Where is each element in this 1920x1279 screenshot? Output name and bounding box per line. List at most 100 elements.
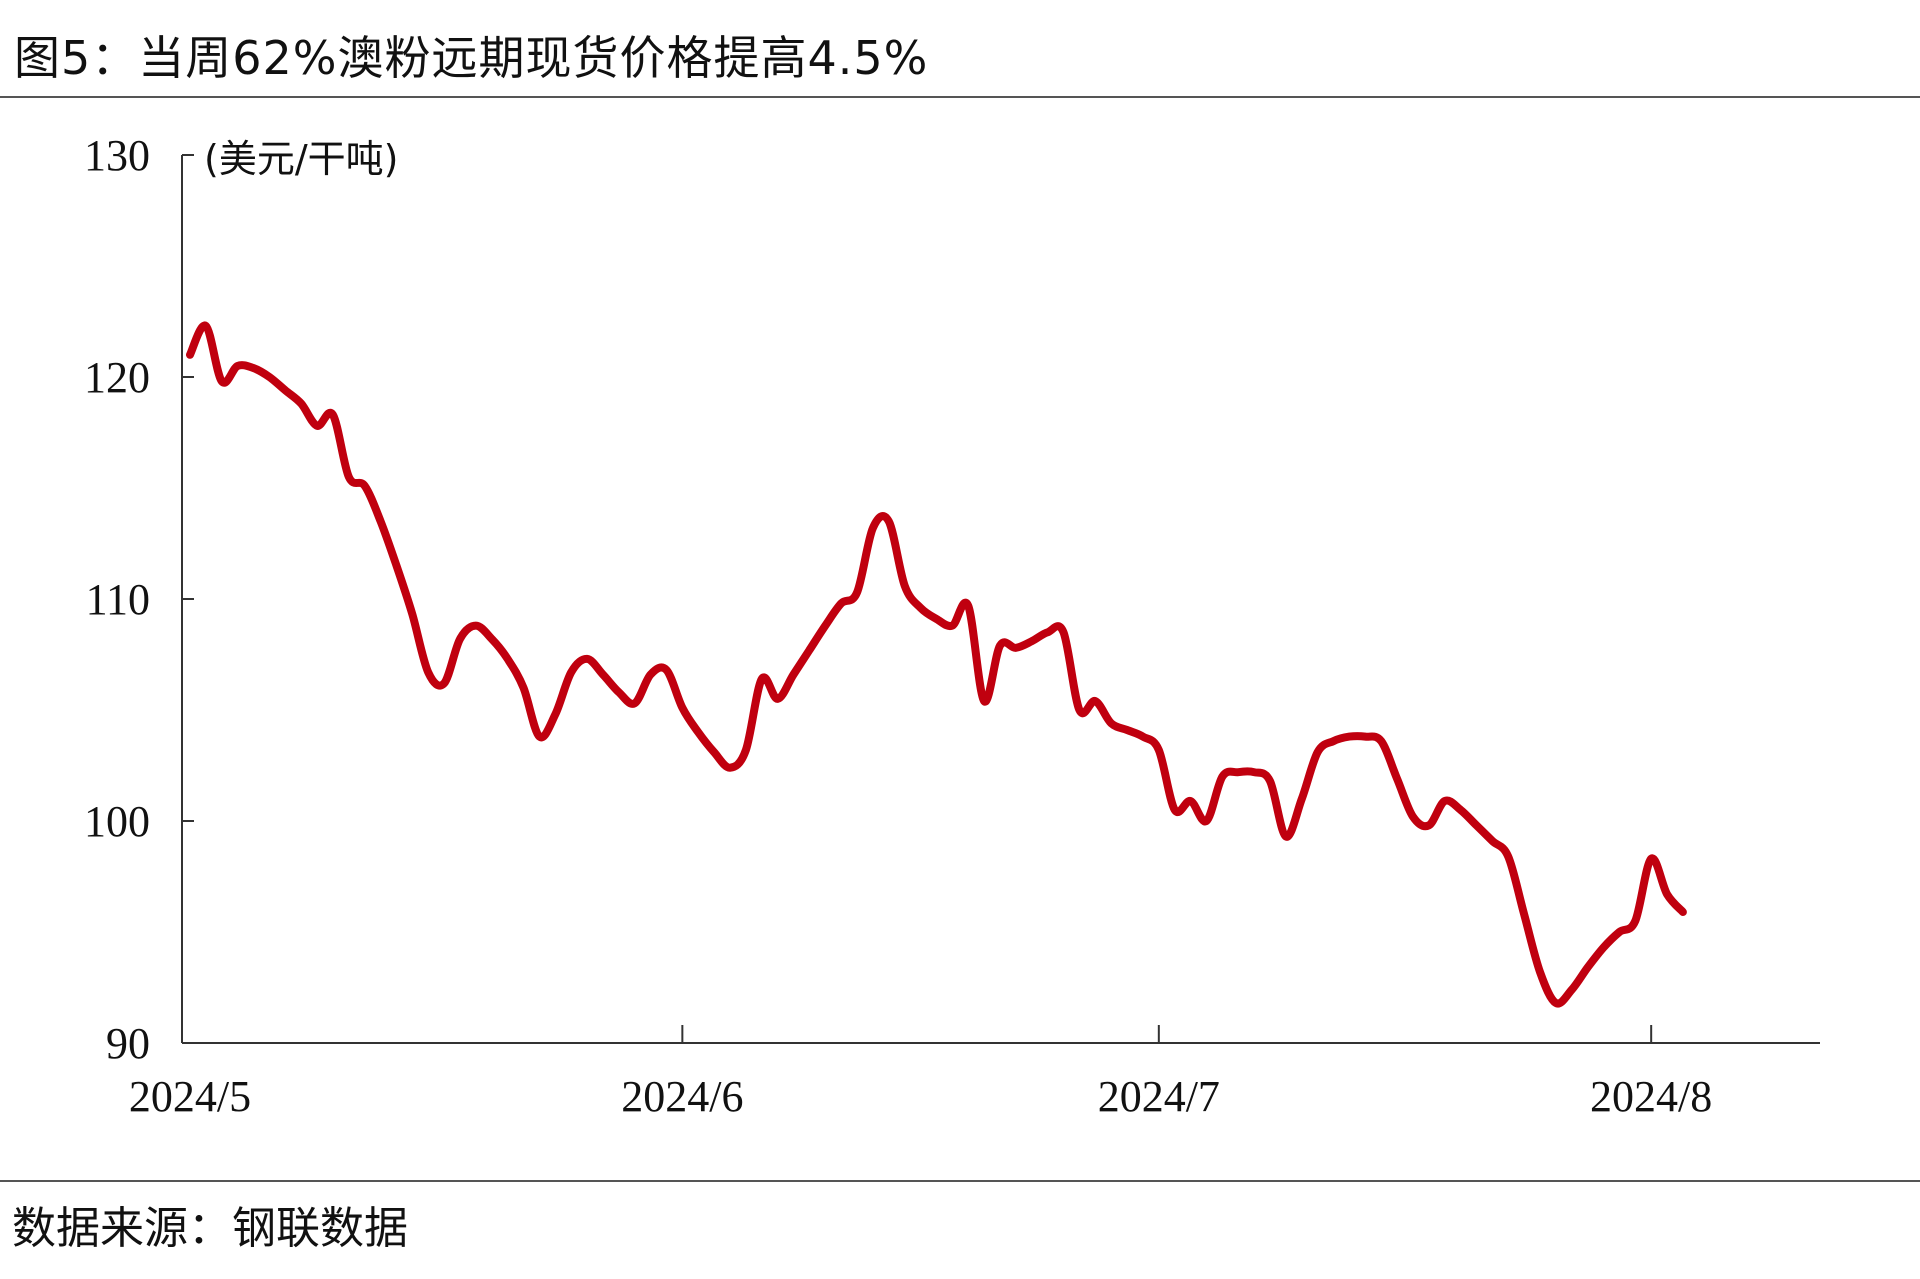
x-tick-label: 2024/8 [1590, 1072, 1712, 1121]
data-point [472, 622, 480, 630]
data-point [1393, 775, 1401, 783]
x-axis-ticks: 2024/5 2024/6 2024/7 2024/8 [129, 1025, 1712, 1121]
data-point [551, 710, 559, 718]
data-point [265, 373, 273, 381]
y-tick-label: 130 [84, 131, 150, 180]
data-point [456, 635, 464, 643]
data-point [345, 473, 353, 481]
data-point [599, 671, 607, 678]
data-point [1600, 944, 1607, 951]
data-point [393, 562, 400, 570]
data-point [1330, 737, 1337, 745]
data-point [1536, 968, 1544, 976]
y-tick-label: 100 [84, 797, 150, 846]
data-point [1298, 795, 1306, 803]
data-point [1123, 726, 1131, 734]
data-point [1504, 853, 1512, 860]
data-point [933, 615, 940, 623]
x-tick-label: 2024/6 [621, 1072, 743, 1121]
data-point [964, 602, 972, 610]
data-point [1473, 821, 1480, 829]
data-point [1345, 733, 1353, 741]
data-point [202, 322, 210, 330]
data-point [234, 362, 242, 370]
data-point [948, 622, 956, 630]
unit-label: (美元/干吨) [204, 137, 398, 181]
data-point [1663, 890, 1671, 898]
data-point [694, 728, 702, 736]
data-point [742, 746, 750, 754]
data-point [1647, 855, 1655, 863]
data-point [440, 679, 448, 687]
y-axis-ticks: 90 100 110 120 130 [84, 131, 194, 1068]
data-point [885, 517, 893, 525]
series-line [186, 321, 1687, 1008]
data-point [488, 635, 496, 643]
y-tick-label: 110 [86, 575, 150, 624]
data-point [996, 642, 1004, 650]
y-tick-label: 90 [106, 1019, 150, 1068]
data-point [329, 411, 337, 419]
data-point [647, 671, 655, 678]
data-point [250, 364, 257, 372]
data-point [774, 695, 782, 703]
data-point [1488, 837, 1496, 845]
data-point [980, 697, 988, 705]
data-point [1568, 986, 1576, 994]
data-point [678, 704, 686, 712]
data-point [1425, 821, 1433, 829]
x-tick-label: 2024/5 [129, 1072, 251, 1121]
data-point [1457, 806, 1465, 814]
data-point [1282, 833, 1290, 840]
data-point [1234, 768, 1242, 776]
data-point [1187, 797, 1195, 805]
data-point [1139, 733, 1147, 741]
data-point [1552, 999, 1560, 1007]
data-point [821, 622, 829, 630]
y-tick-label: 120 [84, 353, 150, 402]
x-tick-label: 2024/7 [1098, 1072, 1220, 1121]
data-source-note: 数据来源：钢联数据 [12, 1203, 408, 1254]
data-point [615, 688, 623, 696]
data-point [408, 611, 416, 618]
data-point [535, 733, 543, 741]
data-point [313, 422, 321, 430]
data-point [917, 604, 925, 612]
data-point [1441, 797, 1449, 805]
series-layer [186, 321, 1687, 1008]
data-point [1060, 628, 1067, 636]
data-point [1250, 768, 1258, 776]
data-point [186, 351, 194, 359]
data-point [1028, 637, 1036, 645]
bottom-divider [0, 1180, 1920, 1182]
data-point [853, 588, 861, 596]
data-point [1075, 706, 1083, 714]
data-point [1409, 813, 1417, 821]
data-point [1631, 917, 1639, 925]
data-point [424, 668, 432, 676]
data-point [901, 582, 909, 590]
data-point [1584, 964, 1592, 971]
data-point [790, 671, 797, 678]
data-point [361, 482, 369, 490]
data-point [1091, 697, 1099, 705]
data-point [583, 655, 591, 663]
chart-title: 图5：当周62%澳粉远期现货价格提高4.5% [14, 31, 929, 85]
top-divider [0, 96, 1920, 98]
data-point [1012, 644, 1020, 652]
data-point [218, 377, 226, 385]
data-point [377, 517, 385, 525]
data-point [837, 599, 845, 607]
data-point [631, 699, 639, 707]
data-point [297, 400, 305, 408]
data-point [281, 386, 289, 394]
data-point [869, 524, 877, 532]
data-point [663, 666, 670, 674]
x-axis: 2024/5 2024/6 2024/7 2024/8 [129, 1025, 1820, 1121]
data-point [726, 764, 734, 772]
data-point [504, 655, 512, 663]
data-point [758, 675, 766, 683]
data-point [1679, 908, 1687, 916]
data-point [1044, 628, 1052, 636]
